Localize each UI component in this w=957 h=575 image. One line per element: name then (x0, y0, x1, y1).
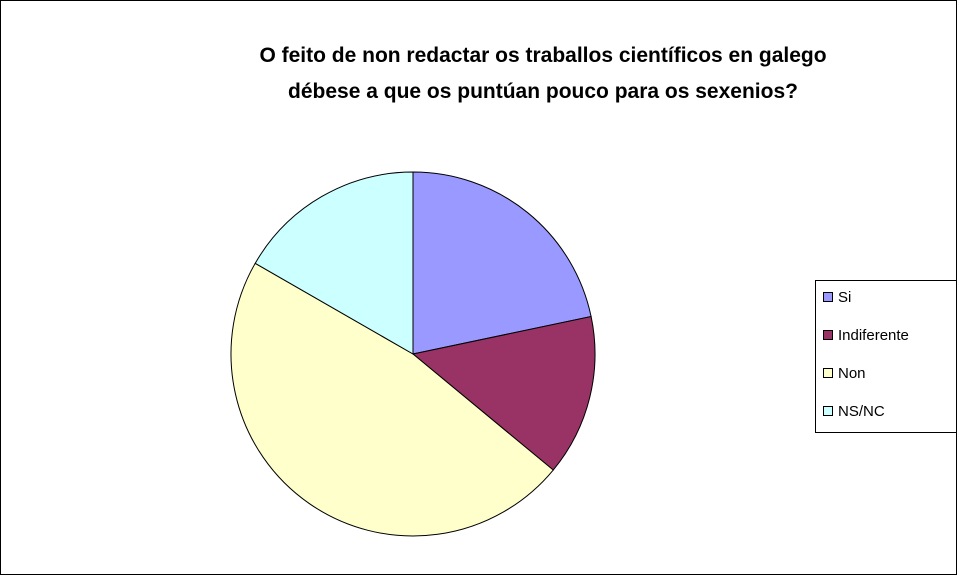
legend-swatch (823, 406, 833, 416)
legend-swatch (823, 330, 833, 340)
legend: Si Indiferente Non NS/NC (823, 289, 909, 420)
legend-box (815, 280, 957, 433)
pie-slice (230, 262, 554, 537)
legend-label: NS/NC (838, 403, 885, 420)
legend-swatch (823, 292, 833, 302)
pie-slice (411, 315, 596, 471)
pie-slice (412, 171, 592, 355)
chart-title: O feito de non redactar os traballos cie… (259, 44, 827, 103)
legend-swatch (823, 368, 833, 378)
legend-label: Indiferente (838, 327, 909, 344)
legend-label: Non (838, 365, 866, 382)
pie-slice (254, 171, 414, 355)
legend-label: Si (838, 289, 851, 306)
pie (230, 171, 596, 537)
